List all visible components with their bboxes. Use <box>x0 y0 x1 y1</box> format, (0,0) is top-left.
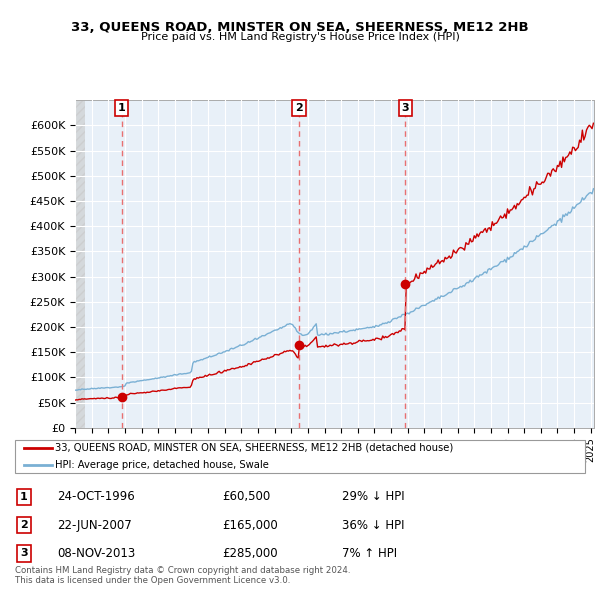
Text: 1: 1 <box>20 492 28 502</box>
Text: 24-OCT-1996: 24-OCT-1996 <box>57 490 135 503</box>
Text: 7% ↑ HPI: 7% ↑ HPI <box>342 547 397 560</box>
Text: 1: 1 <box>118 103 125 113</box>
Text: 2: 2 <box>20 520 28 530</box>
Text: Price paid vs. HM Land Registry's House Price Index (HPI): Price paid vs. HM Land Registry's House … <box>140 32 460 42</box>
Bar <box>75 100 85 428</box>
Text: HPI: Average price, detached house, Swale: HPI: Average price, detached house, Swal… <box>55 460 269 470</box>
Text: 29% ↓ HPI: 29% ↓ HPI <box>342 490 404 503</box>
Text: £165,000: £165,000 <box>222 519 278 532</box>
Text: 3: 3 <box>20 549 28 558</box>
Text: 08-NOV-2013: 08-NOV-2013 <box>57 547 135 560</box>
Text: Contains HM Land Registry data © Crown copyright and database right 2024.
This d: Contains HM Land Registry data © Crown c… <box>15 566 350 585</box>
Text: £285,000: £285,000 <box>222 547 278 560</box>
Text: 2: 2 <box>295 103 303 113</box>
Text: 33, QUEENS ROAD, MINSTER ON SEA, SHEERNESS, ME12 2HB (detached house): 33, QUEENS ROAD, MINSTER ON SEA, SHEERNE… <box>55 443 454 453</box>
FancyBboxPatch shape <box>15 440 585 474</box>
Text: 33, QUEENS ROAD, MINSTER ON SEA, SHEERNESS, ME12 2HB: 33, QUEENS ROAD, MINSTER ON SEA, SHEERNE… <box>71 21 529 34</box>
Text: £60,500: £60,500 <box>222 490 270 503</box>
Text: 36% ↓ HPI: 36% ↓ HPI <box>342 519 404 532</box>
Text: 3: 3 <box>401 103 409 113</box>
Text: 22-JUN-2007: 22-JUN-2007 <box>57 519 132 532</box>
